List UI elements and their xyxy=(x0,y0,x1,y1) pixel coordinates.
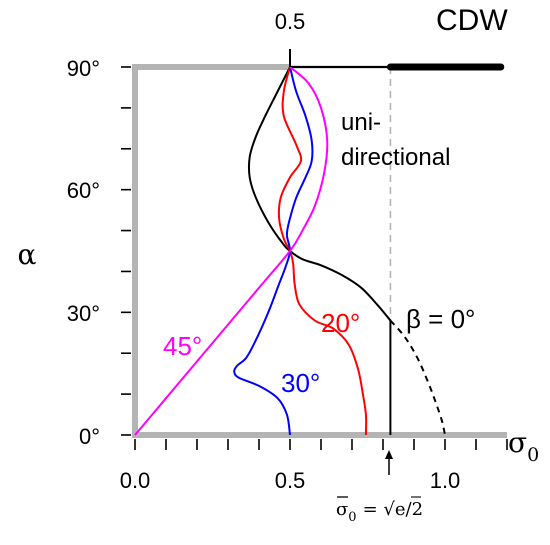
beta30-label: 30° xyxy=(281,368,320,398)
series-line-0 xyxy=(247,66,392,322)
x-tick-label-0: 0.0 xyxy=(120,468,151,493)
x-tick-label-05: 0.5 xyxy=(275,468,306,493)
series-line-5 xyxy=(134,66,329,436)
y-tick-label-30: 30° xyxy=(67,301,100,326)
y-axis-label: α xyxy=(18,238,37,271)
unidirectional-label-line2: directional xyxy=(341,144,450,171)
unidirectional-label-line1: uni- xyxy=(341,109,381,136)
beta0-label: β = 0° xyxy=(406,304,475,334)
series-line-4 xyxy=(233,66,314,436)
series-line-1 xyxy=(389,319,446,436)
cdw-label: CDW xyxy=(436,4,508,37)
series-line-3 xyxy=(277,66,368,436)
svg-text:σ0= √e/2: σ0 = √e/2 xyxy=(336,499,423,525)
beta45-label: 45° xyxy=(163,331,202,361)
x-axis-label: σ0 xyxy=(508,426,539,466)
boundary-layer xyxy=(132,63,507,438)
beta20-label: 20° xyxy=(321,308,360,338)
tick-layer xyxy=(121,49,508,450)
y-tick-label-0: 0° xyxy=(79,424,100,449)
sigma-bar-formula: σ0 = √e/2 xyxy=(336,496,423,525)
top-tick-label: 0.5 xyxy=(275,9,306,34)
sigma-bar-arrow xyxy=(385,450,393,475)
curve-layer xyxy=(134,66,446,436)
x-tick-label-1: 1.0 xyxy=(430,468,461,493)
y-tick-label-60: 60° xyxy=(67,178,100,203)
y-tick-label-90: 90° xyxy=(67,56,100,81)
